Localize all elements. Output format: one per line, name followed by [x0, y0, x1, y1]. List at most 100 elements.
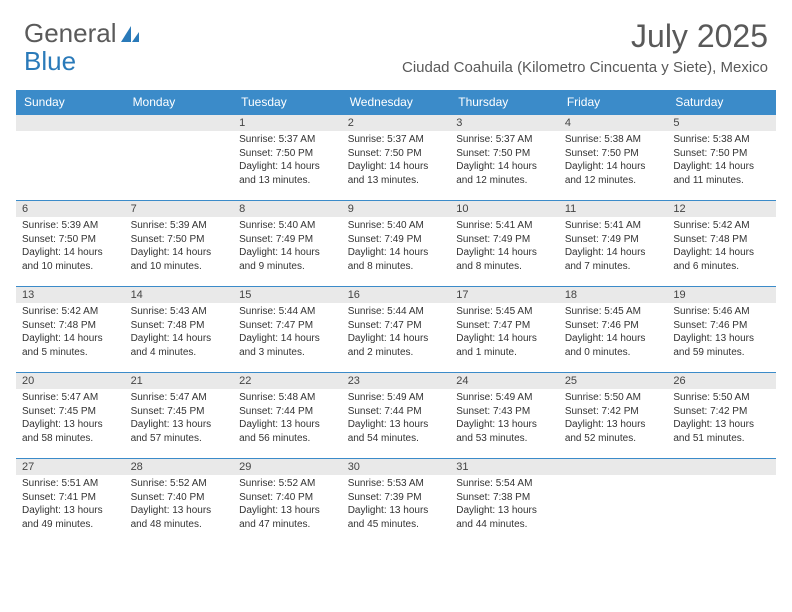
- day-number: 12: [667, 201, 776, 217]
- day-number: 30: [342, 459, 451, 475]
- calendar-cell: 28Sunrise: 5:52 AMSunset: 7:40 PMDayligh…: [125, 459, 234, 545]
- calendar-cell: 24Sunrise: 5:49 AMSunset: 7:43 PMDayligh…: [450, 373, 559, 459]
- day-details: Sunrise: 5:45 AMSunset: 7:47 PMDaylight:…: [450, 303, 559, 363]
- day-details: Sunrise: 5:41 AMSunset: 7:49 PMDaylight:…: [450, 217, 559, 277]
- day-details: [667, 475, 776, 525]
- day-number: [16, 115, 125, 131]
- day-number: 4: [559, 115, 668, 131]
- day-number: 5: [667, 115, 776, 131]
- day-details: Sunrise: 5:40 AMSunset: 7:49 PMDaylight:…: [233, 217, 342, 277]
- calendar-cell: 15Sunrise: 5:44 AMSunset: 7:47 PMDayligh…: [233, 287, 342, 373]
- calendar-cell: 25Sunrise: 5:50 AMSunset: 7:42 PMDayligh…: [559, 373, 668, 459]
- day-number: 28: [125, 459, 234, 475]
- calendar-cell: 30Sunrise: 5:53 AMSunset: 7:39 PMDayligh…: [342, 459, 451, 545]
- day-number: 14: [125, 287, 234, 303]
- day-number: 11: [559, 201, 668, 217]
- day-number: 22: [233, 373, 342, 389]
- calendar-cell-empty: [559, 459, 668, 545]
- logo-sail-icon: [119, 24, 141, 44]
- day-number: 1: [233, 115, 342, 131]
- day-header: Tuesday: [233, 90, 342, 115]
- day-header: Monday: [125, 90, 234, 115]
- day-details: Sunrise: 5:40 AMSunset: 7:49 PMDaylight:…: [342, 217, 451, 277]
- day-details: Sunrise: 5:48 AMSunset: 7:44 PMDaylight:…: [233, 389, 342, 449]
- day-number: 26: [667, 373, 776, 389]
- calendar-cell: 2Sunrise: 5:37 AMSunset: 7:50 PMDaylight…: [342, 115, 451, 201]
- calendar-cell: 9Sunrise: 5:40 AMSunset: 7:49 PMDaylight…: [342, 201, 451, 287]
- day-number: 27: [16, 459, 125, 475]
- day-number: 17: [450, 287, 559, 303]
- day-number: 6: [16, 201, 125, 217]
- day-details: Sunrise: 5:46 AMSunset: 7:46 PMDaylight:…: [667, 303, 776, 363]
- day-details: Sunrise: 5:54 AMSunset: 7:38 PMDaylight:…: [450, 475, 559, 535]
- calendar-cell: 21Sunrise: 5:47 AMSunset: 7:45 PMDayligh…: [125, 373, 234, 459]
- day-details: Sunrise: 5:52 AMSunset: 7:40 PMDaylight:…: [233, 475, 342, 535]
- logo-word-1: General: [24, 18, 117, 49]
- calendar-cell: 27Sunrise: 5:51 AMSunset: 7:41 PMDayligh…: [16, 459, 125, 545]
- calendar-cell: 6Sunrise: 5:39 AMSunset: 7:50 PMDaylight…: [16, 201, 125, 287]
- day-details: Sunrise: 5:42 AMSunset: 7:48 PMDaylight:…: [16, 303, 125, 363]
- day-number: 18: [559, 287, 668, 303]
- day-header: Wednesday: [342, 90, 451, 115]
- calendar-cell: 10Sunrise: 5:41 AMSunset: 7:49 PMDayligh…: [450, 201, 559, 287]
- calendar-cell-empty: [16, 115, 125, 201]
- page-header: General July 2025 Ciudad Coahuila (Kilom…: [0, 0, 792, 82]
- calendar-cell: 19Sunrise: 5:46 AMSunset: 7:46 PMDayligh…: [667, 287, 776, 373]
- day-details: Sunrise: 5:37 AMSunset: 7:50 PMDaylight:…: [450, 131, 559, 191]
- day-number: 9: [342, 201, 451, 217]
- day-number: 29: [233, 459, 342, 475]
- day-number: 7: [125, 201, 234, 217]
- day-number: 13: [16, 287, 125, 303]
- day-number: 24: [450, 373, 559, 389]
- day-details: Sunrise: 5:49 AMSunset: 7:44 PMDaylight:…: [342, 389, 451, 449]
- day-details: Sunrise: 5:47 AMSunset: 7:45 PMDaylight:…: [16, 389, 125, 449]
- calendar-cell: 31Sunrise: 5:54 AMSunset: 7:38 PMDayligh…: [450, 459, 559, 545]
- title-block: July 2025 Ciudad Coahuila (Kilometro Cin…: [402, 18, 768, 76]
- day-details: Sunrise: 5:37 AMSunset: 7:50 PMDaylight:…: [342, 131, 451, 191]
- calendar-cell: 23Sunrise: 5:49 AMSunset: 7:44 PMDayligh…: [342, 373, 451, 459]
- location-text: Ciudad Coahuila (Kilometro Cincuenta y S…: [402, 59, 768, 76]
- calendar-cell-empty: [667, 459, 776, 545]
- day-number: 15: [233, 287, 342, 303]
- calendar-row: 6Sunrise: 5:39 AMSunset: 7:50 PMDaylight…: [16, 201, 776, 287]
- day-number: 21: [125, 373, 234, 389]
- calendar-cell: 8Sunrise: 5:40 AMSunset: 7:49 PMDaylight…: [233, 201, 342, 287]
- day-details: Sunrise: 5:51 AMSunset: 7:41 PMDaylight:…: [16, 475, 125, 535]
- day-number: 31: [450, 459, 559, 475]
- day-header: Saturday: [667, 90, 776, 115]
- calendar-cell: 3Sunrise: 5:37 AMSunset: 7:50 PMDaylight…: [450, 115, 559, 201]
- calendar-cell: 29Sunrise: 5:52 AMSunset: 7:40 PMDayligh…: [233, 459, 342, 545]
- day-number: 2: [342, 115, 451, 131]
- day-details: Sunrise: 5:43 AMSunset: 7:48 PMDaylight:…: [125, 303, 234, 363]
- calendar-cell: 13Sunrise: 5:42 AMSunset: 7:48 PMDayligh…: [16, 287, 125, 373]
- day-header: Friday: [559, 90, 668, 115]
- day-details: Sunrise: 5:45 AMSunset: 7:46 PMDaylight:…: [559, 303, 668, 363]
- logo: General: [24, 18, 141, 49]
- day-number: 16: [342, 287, 451, 303]
- day-number: [667, 459, 776, 475]
- day-number: 8: [233, 201, 342, 217]
- day-details: Sunrise: 5:53 AMSunset: 7:39 PMDaylight:…: [342, 475, 451, 535]
- day-number: 20: [16, 373, 125, 389]
- day-details: Sunrise: 5:38 AMSunset: 7:50 PMDaylight:…: [559, 131, 668, 191]
- calendar-row: 27Sunrise: 5:51 AMSunset: 7:41 PMDayligh…: [16, 459, 776, 545]
- calendar-cell: 22Sunrise: 5:48 AMSunset: 7:44 PMDayligh…: [233, 373, 342, 459]
- day-details: [16, 131, 125, 181]
- calendar-body: 1Sunrise: 5:37 AMSunset: 7:50 PMDaylight…: [16, 115, 776, 545]
- calendar-cell: 1Sunrise: 5:37 AMSunset: 7:50 PMDaylight…: [233, 115, 342, 201]
- day-header: Sunday: [16, 90, 125, 115]
- day-number: 19: [667, 287, 776, 303]
- day-details: [559, 475, 668, 525]
- calendar-header-row: SundayMondayTuesdayWednesdayThursdayFrid…: [16, 90, 776, 115]
- day-number: 25: [559, 373, 668, 389]
- calendar-row: 13Sunrise: 5:42 AMSunset: 7:48 PMDayligh…: [16, 287, 776, 373]
- day-details: Sunrise: 5:44 AMSunset: 7:47 PMDaylight:…: [342, 303, 451, 363]
- day-details: Sunrise: 5:49 AMSunset: 7:43 PMDaylight:…: [450, 389, 559, 449]
- calendar-row: 1Sunrise: 5:37 AMSunset: 7:50 PMDaylight…: [16, 115, 776, 201]
- day-number: 3: [450, 115, 559, 131]
- day-details: Sunrise: 5:41 AMSunset: 7:49 PMDaylight:…: [559, 217, 668, 277]
- day-header: Thursday: [450, 90, 559, 115]
- day-details: Sunrise: 5:37 AMSunset: 7:50 PMDaylight:…: [233, 131, 342, 191]
- day-number: [125, 115, 234, 131]
- day-details: Sunrise: 5:47 AMSunset: 7:45 PMDaylight:…: [125, 389, 234, 449]
